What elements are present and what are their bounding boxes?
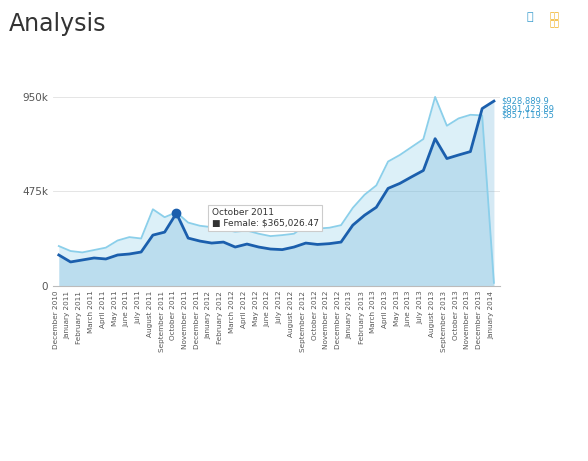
Text: ⯀⯀
⯀⯀: ⯀⯀ ⯀⯀: [550, 12, 560, 29]
Text: $928,889.9: $928,889.9: [501, 97, 549, 106]
Legend: Female, Male: Female, Male: [18, 0, 119, 1]
Text: October 2011
■ Female: $365,026.47: October 2011 ■ Female: $365,026.47: [212, 208, 319, 228]
Text: $891,423.89: $891,423.89: [501, 104, 554, 113]
Text: 🔍: 🔍: [526, 12, 533, 22]
Text: $857,119.55: $857,119.55: [501, 111, 554, 120]
Text: Analysis: Analysis: [9, 12, 106, 35]
